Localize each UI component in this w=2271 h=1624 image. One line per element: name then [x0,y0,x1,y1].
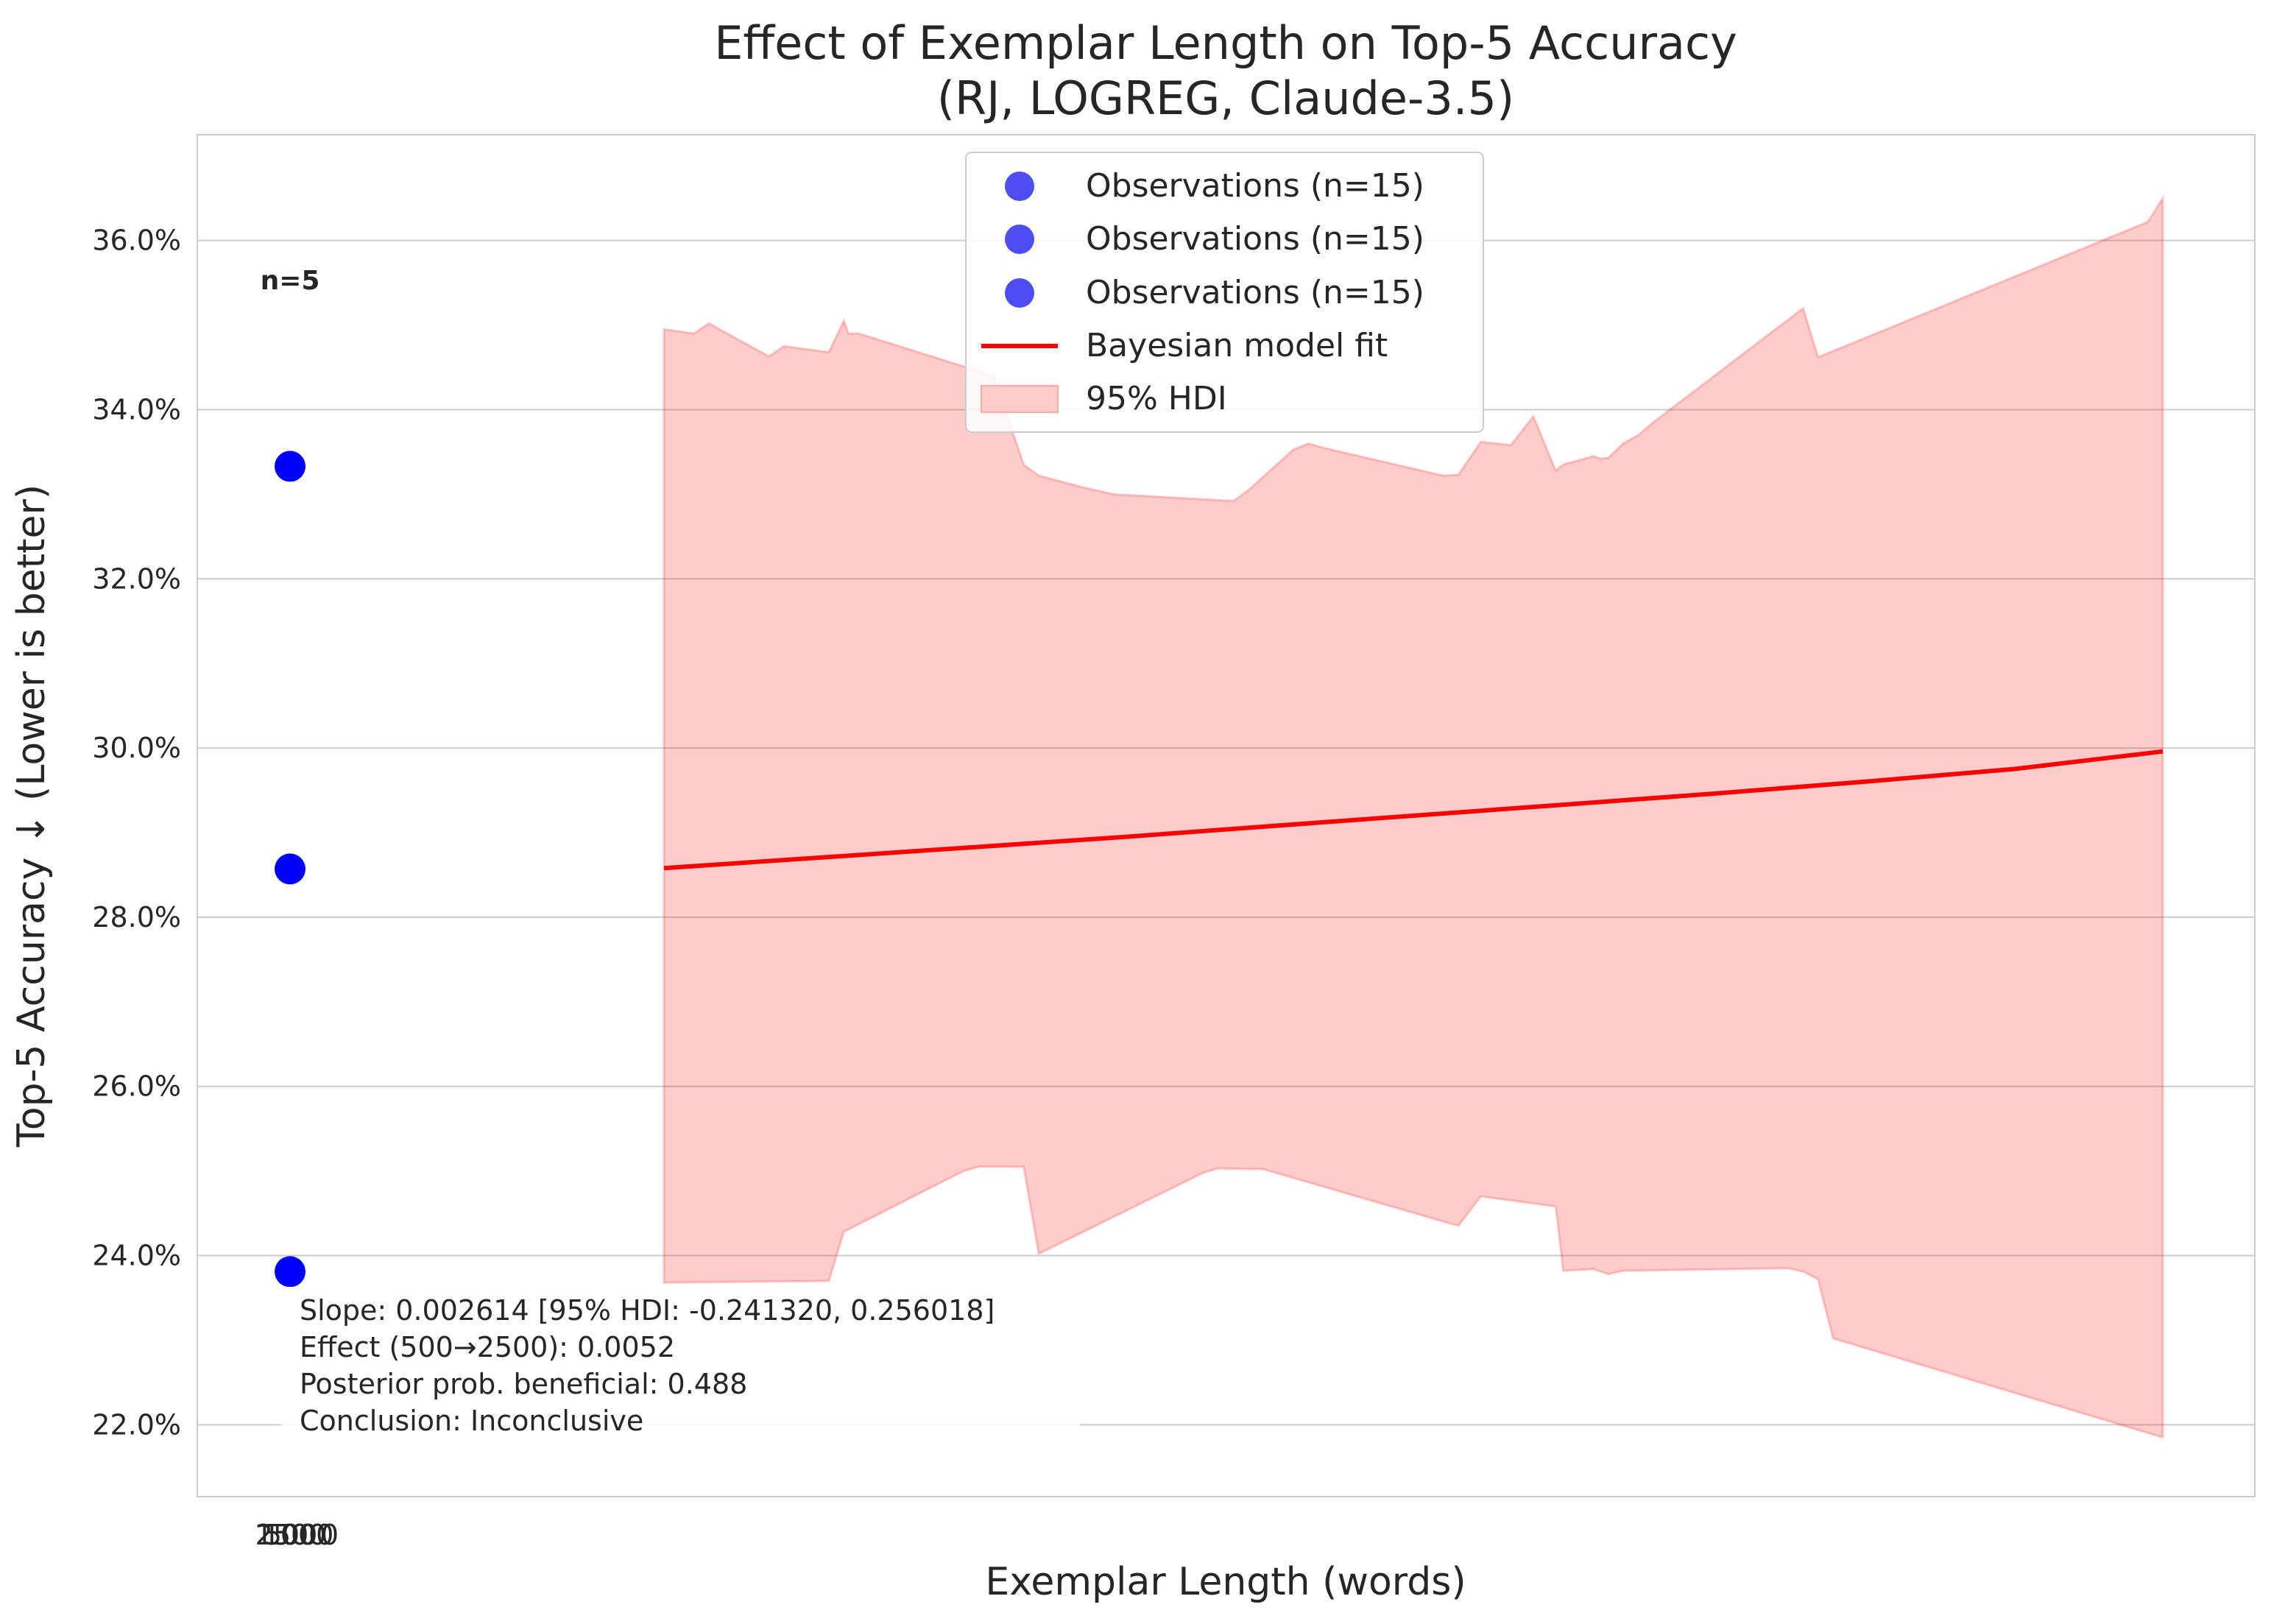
annotation-line: Conclusion: Inconclusive [300,1405,643,1437]
annotation-line: Effect (500→2500): 0.0052 [300,1331,675,1363]
annotation-line: Slope: 0.002614 [95% HDI: -0.241320, 0.2… [300,1294,995,1327]
legend-label: 95% HDI [1086,380,1227,417]
fit-line [663,749,2164,871]
legend-box [965,152,1484,433]
chart-title: Effect of Exemplar Length on Top-5 Accur… [714,16,1737,70]
annotation-line: Posterior prob. beneficial: 0.488 [300,1368,747,1400]
observation-point [275,853,305,885]
observation-point [275,451,305,482]
legend-label: Observations (n=15) [1086,274,1424,311]
x-tick-labels: 2500 1500 500 1000 0 [255,1519,339,1551]
legend-label: Bayesian model fit [1086,327,1388,364]
x-tick-label: 0 [321,1519,339,1551]
y-axis-label: Top-5 Accuracy ↓ (Lower is better) [10,484,54,1148]
legend-marker-observations [1005,278,1034,308]
stats-annotation: Slope: 0.002614 [95% HDI: -0.241320, 0.2… [281,1287,1080,1437]
y-tick-label: 22.0% [92,1408,181,1441]
y-tick-label: 26.0% [92,1070,181,1103]
y-tick-label: 30.0% [92,732,181,764]
legend-patch-hdi [981,385,1059,413]
y-tick-label: 24.0% [92,1240,181,1272]
observation-points [275,451,305,1288]
legend-label: Observations (n=15) [1086,167,1424,205]
y-tick-label: 34.0% [92,393,181,426]
fit-line-layer [663,749,2164,871]
annotation-box [281,1287,1080,1428]
legend-label: Observations (n=15) [1086,220,1424,258]
legend-marker-observations [1005,172,1034,201]
x-axis-label: Exemplar Length (words) [985,1560,1466,1604]
x-tick-label: 500 [264,1519,318,1551]
y-tick-label: 36.0% [92,225,181,257]
x-tick-label: 1500 [255,1519,327,1551]
chart-subtitle: (RJ, LOGREG, Claude-3.5) [937,71,1514,125]
y-tick-labels: 22.0% 24.0% 26.0% 28.0% 30.0% 32.0% 34.0% 36.0% [92,225,181,1441]
count-label: n=5 [261,266,320,296]
legend: Observations (n=15) Observations (n=15) … [965,152,1484,433]
x-tick-label: 2500 [255,1519,327,1551]
y-tick-label: 28.0% [92,901,181,933]
y-tick-label: 32.0% [92,562,181,595]
x-tick-label: 1000 [263,1519,334,1551]
observation-point [275,1256,305,1288]
legend-marker-observations [1005,225,1034,254]
